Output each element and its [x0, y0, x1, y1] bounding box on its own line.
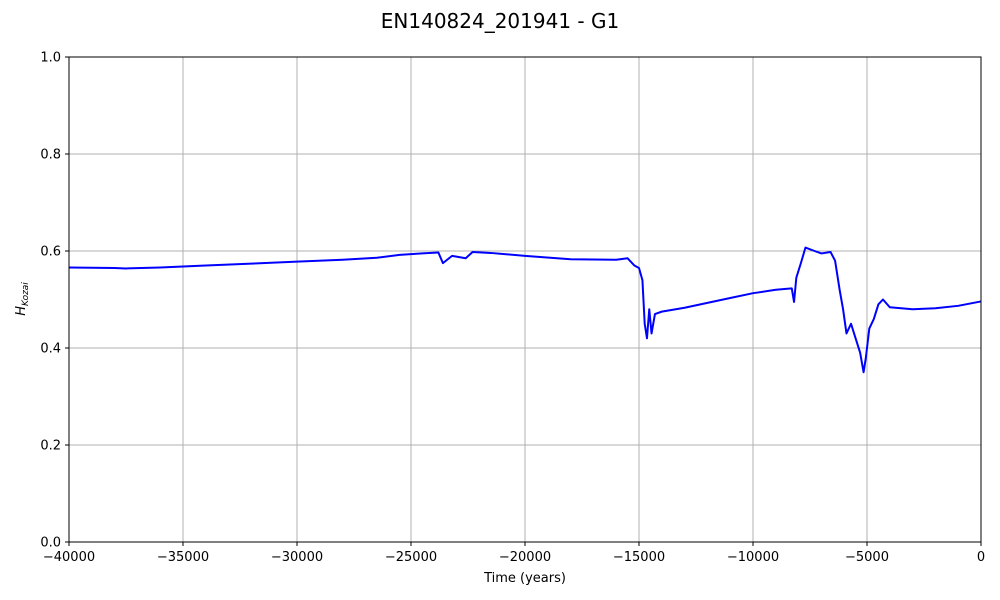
x-tick-label: −20000	[499, 550, 551, 565]
x-tick-label: −5000	[845, 550, 889, 565]
y-axis-label: HKozai	[14, 282, 31, 316]
x-tick-label: −40000	[43, 550, 95, 565]
x-tick-label: −30000	[271, 550, 323, 565]
ticks: −40000 −35000 −30000 −25000 −20000 −15000 −100…	[40, 51, 985, 566]
x-tick-label: −10000	[727, 550, 779, 565]
x-axis-label: Time (years)	[483, 571, 566, 586]
x-tick-label: −25000	[385, 550, 437, 565]
x-tick-label: −15000	[613, 550, 665, 565]
y-axis-label-main: H	[14, 306, 29, 316]
x-tick-label: −35000	[157, 550, 209, 565]
series-line-h-kozai	[68, 246, 982, 374]
y-tick-label: 0.0	[40, 536, 61, 551]
y-tick-label: 0.2	[40, 439, 61, 454]
y-tick-label: 1.0	[40, 51, 61, 66]
chart-title: EN140824_201941 - G1	[381, 9, 619, 33]
x-tick-label: 0	[977, 550, 985, 565]
y-axis-label-sub: Kozai	[21, 282, 31, 306]
y-tick-label: 0.4	[40, 342, 61, 357]
series-layer	[68, 246, 982, 374]
grid	[68, 56, 982, 543]
y-tick-label: 0.8	[40, 148, 61, 163]
y-tick-label: 0.6	[40, 245, 61, 260]
